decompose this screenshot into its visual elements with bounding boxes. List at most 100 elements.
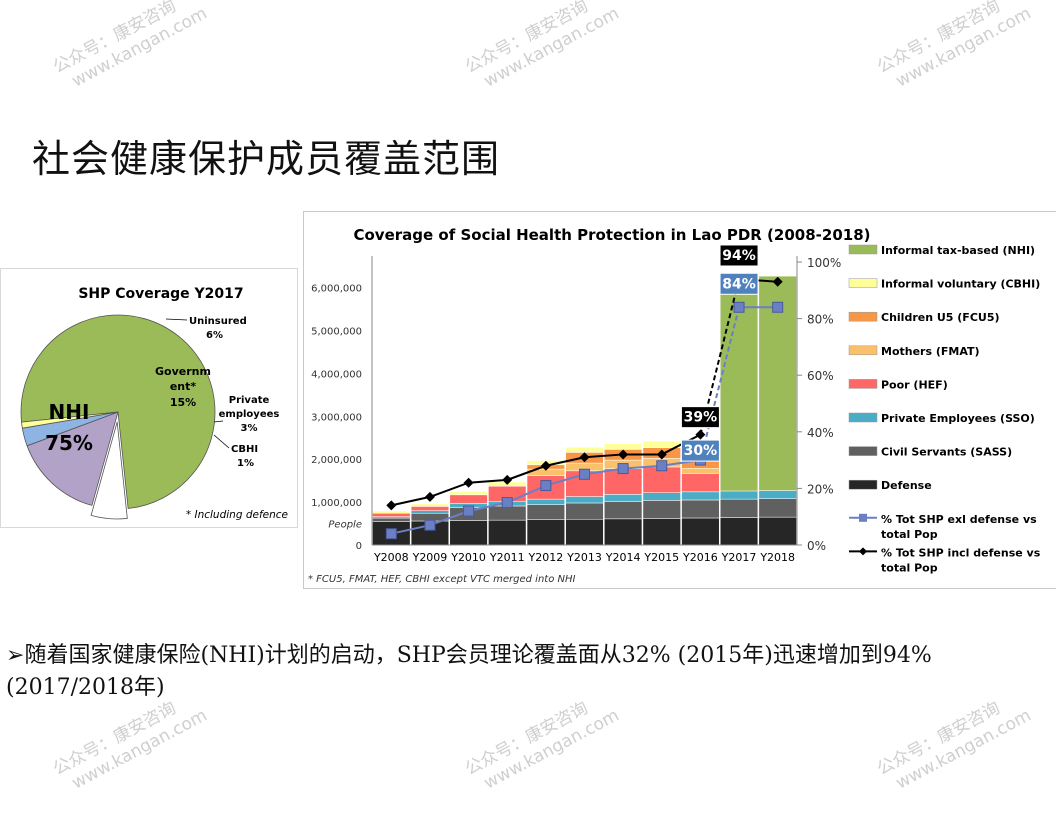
- y2-tick-label: 60%: [807, 369, 834, 383]
- bar-segment-civil-servants-sass: [526, 504, 565, 520]
- pie-chart-footnote: * Including defence: [186, 509, 288, 521]
- pie-value-government: 15%: [170, 396, 196, 409]
- bar-segment-private-employees-sso: [410, 510, 450, 514]
- legend-label: Defense: [881, 479, 932, 492]
- bar-segment-defense: [565, 519, 604, 546]
- y-tick-label: 4,000,000: [311, 369, 362, 380]
- pie-value-cbhi: 1%: [237, 458, 254, 469]
- legend-label: Poor (HEF): [881, 378, 948, 391]
- legend-label-cont: total Pop: [881, 528, 938, 541]
- bar-segment-civil-servants-sass: [719, 498, 759, 518]
- legend-swatch-informal-voluntary-cbhi: [848, 278, 878, 288]
- y2-tick-label: 0%: [807, 539, 826, 553]
- line-point: [501, 497, 513, 509]
- legend-line-marker: [859, 547, 867, 556]
- line-point: [772, 301, 784, 313]
- line-tot-shp-exl-defense-vs-total-pop-dashed: [699, 307, 741, 461]
- bar-segment-defense: [604, 518, 643, 546]
- line-point: [385, 528, 397, 540]
- bar-segment-defense: [526, 519, 565, 546]
- line-point: [656, 449, 667, 460]
- legend-label: Informal voluntary (CBHI): [881, 278, 1040, 291]
- line-point: [656, 460, 668, 472]
- pie-label-government-2: ent*: [170, 380, 197, 393]
- bar-chart-footnote: * FCU5, FMAT, HEF, CBHI except VTC merge…: [308, 574, 576, 585]
- pie-label-uninsured: Uninsured: [189, 316, 247, 327]
- bar-segment-informal-voluntary-cbhi: [410, 503, 450, 507]
- bar-segment-defense: [449, 520, 488, 546]
- line-point: [579, 452, 590, 463]
- bullet-arrow-icon: ➢: [6, 643, 25, 668]
- x-tick-label: Y2018: [759, 551, 795, 564]
- y2-tick-label: 100%: [807, 256, 841, 270]
- bar-segment-poor-hef: [449, 494, 488, 504]
- x-tick-label: Y2013: [566, 551, 602, 564]
- line-point: [540, 480, 552, 492]
- line-point: [386, 500, 397, 511]
- watermark: 公众号：康安咨询 www.kangan.com: [50, 0, 211, 92]
- x-tick-label: Y2014: [605, 551, 641, 564]
- x-tick-label: Y2008: [373, 551, 409, 564]
- page-title: 社会健康保护成员覆盖范围: [32, 137, 501, 181]
- line-point: [618, 449, 629, 460]
- legend-label: % Tot SHP exl defense vs: [881, 513, 1037, 526]
- callout-label: 39%: [684, 410, 718, 426]
- pie-slice-uninsured: [90, 421, 128, 520]
- legend-label: Children U5 (FCU5): [881, 311, 1000, 324]
- legend-swatch-informal-tax-based-nhi: [848, 244, 878, 255]
- x-tick-label: Y2016: [682, 551, 718, 564]
- legend-swatch-children-u5-fcu5: [848, 311, 878, 322]
- watermark: 公众号：康安咨询 www.kangan.com: [462, 0, 623, 92]
- bar-chart: Coverage of Social Health Protection in …: [308, 226, 1041, 585]
- y2-tick-label: 20%: [807, 482, 834, 496]
- x-tick-label: Y2012: [528, 551, 564, 564]
- bar-segment-defense: [642, 518, 681, 546]
- bar-segment-civil-servants-sass: [488, 505, 527, 521]
- legend-swatch-civil-servants-sass: [848, 446, 878, 456]
- pie-label-private-1: Private: [229, 395, 270, 406]
- bar-segment-informal-voluntary-cbhi: [372, 510, 411, 514]
- legend-label-cont: total Pop: [881, 561, 938, 574]
- line-point: [617, 463, 629, 475]
- bar-segment-defense: [681, 517, 720, 546]
- pie-label-government: Governm: [155, 365, 211, 378]
- callout-label: 84%: [722, 276, 756, 292]
- legend-label: Mothers (FMAT): [881, 345, 980, 358]
- y2-tick-label: 40%: [807, 426, 834, 440]
- bar-segment-poor-hef: [681, 473, 720, 493]
- callout-box: [680, 439, 720, 462]
- bar-segment-private-employees-sso: [719, 490, 759, 500]
- line-point: [733, 301, 745, 313]
- legend-swatch-private-employees-sso: [848, 412, 878, 423]
- legend-label: Civil Servants (SASS): [881, 446, 1012, 459]
- y-tick-label: 6,000,000: [311, 284, 362, 295]
- bar-segment-informal-voluntary-cbhi: [565, 446, 604, 453]
- bar-segment-defense: [758, 516, 797, 546]
- y2-tick-label: 80%: [807, 313, 834, 327]
- pie-label-private-2: employees: [219, 409, 280, 420]
- bar-segment-private-employees-sso: [642, 492, 681, 501]
- pie-leader-line: [213, 420, 224, 423]
- x-tick-label: Y2015: [643, 551, 679, 564]
- bar-segment-civil-servants-sass: [642, 500, 681, 519]
- bullet-point: ➢随着国家健康保险(NHI)计划的启动，SHP会员理论覆盖面从32% (2015…: [6, 640, 1046, 704]
- y-tick-label: 1,000,000: [311, 498, 362, 509]
- line-point: [540, 460, 551, 471]
- bar-segment-civil-servants-sass: [681, 499, 720, 519]
- line-point: [463, 477, 474, 488]
- legend-label: % Tot SHP incl defense vs: [881, 546, 1041, 559]
- pie-label-nhi: NHI: [49, 400, 90, 424]
- x-tick-label: Y2017: [721, 551, 757, 564]
- legend-label: Private Employees (SSO): [881, 412, 1035, 425]
- legend-swatch-poor-hef: [848, 379, 878, 389]
- watermark: 公众号：康安咨询 www.kangan.com: [874, 0, 1035, 92]
- pie-slice-cbhi: [21, 411, 119, 429]
- bar-segment-private-employees-sso: [604, 494, 643, 502]
- bar-segment-informal-voluntary-cbhi: [449, 491, 488, 496]
- pie-leader-line: [213, 434, 230, 449]
- legend-swatch-defense: [848, 479, 878, 490]
- callout-label: 94%: [722, 248, 756, 264]
- pie-chart-title: SHP Coverage Y2017: [78, 286, 243, 302]
- line-point: [579, 468, 590, 480]
- bullet-text: 随着国家健康保险(NHI)计划的启动，SHP会员理论覆盖面从32% (2015年…: [6, 643, 932, 700]
